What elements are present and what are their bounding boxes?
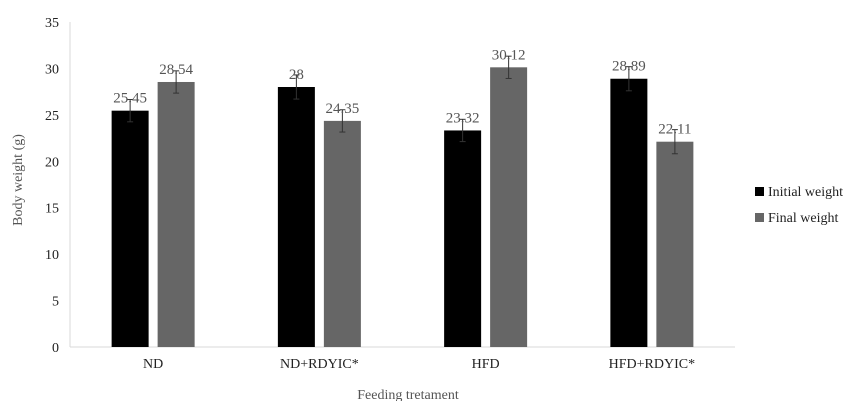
- x-axis: ND ND+RDYIC* HFD HFD+RDYIC*: [70, 346, 735, 372]
- data-label: 22.11: [658, 122, 691, 138]
- bar-final-0: [157, 81, 195, 347]
- error-bar: [339, 109, 346, 133]
- y-tick-label: 25: [45, 109, 59, 124]
- data-label: 24.35: [326, 101, 360, 117]
- x-tick-label: HFD: [472, 357, 500, 372]
- bar-initial-2: [444, 130, 482, 347]
- legend-label: Initial weight: [768, 185, 843, 200]
- data-label: 28.54: [159, 62, 193, 78]
- data-labels: 25.45 28.54 28 24.35 23.32 30.12 28.89 22.11: [113, 47, 691, 137]
- x-axis-title: Feeding tretament: [357, 388, 459, 401]
- bar-final-3: [656, 141, 694, 347]
- data-label: 23.32: [446, 110, 480, 126]
- x-tick-label: HFD+RDYIC*: [609, 357, 695, 372]
- data-label: 30.12: [492, 47, 526, 63]
- data-label: 28.89: [612, 59, 646, 75]
- y-tick-label: 10: [45, 248, 59, 263]
- bar-initial-3: [610, 78, 648, 347]
- error-bar: [505, 55, 512, 79]
- y-tick-label: 15: [45, 202, 59, 217]
- y-tick-label: 5: [52, 295, 59, 310]
- error-bar: [625, 66, 632, 92]
- bar-final-1: [323, 120, 361, 348]
- bar-initial-0: [111, 110, 149, 347]
- y-tick-label: 20: [45, 155, 59, 170]
- data-label: 28: [289, 67, 304, 83]
- error-bar: [127, 99, 134, 123]
- data-label: 25.45: [113, 91, 147, 107]
- error-bar: [293, 74, 300, 100]
- legend-swatch: [755, 213, 764, 222]
- error-bar: [671, 129, 678, 155]
- legend-swatch: [755, 187, 764, 196]
- y-axis-title: Body weight (g): [11, 134, 26, 226]
- y-axis: 0 5 10 15 20 25 30 35: [45, 16, 71, 356]
- bars: [111, 55, 694, 348]
- legend-item: Initial weight: [755, 185, 843, 200]
- error-bar: [173, 70, 180, 94]
- x-tick-label: ND+RDYIC*: [280, 357, 359, 372]
- x-tick-label: ND: [143, 357, 163, 372]
- y-tick-label: 30: [45, 62, 59, 77]
- y-tick-label: 35: [45, 16, 59, 31]
- bar-final-2: [490, 67, 528, 348]
- error-bar: [459, 118, 466, 143]
- y-tick-label: 0: [52, 341, 59, 356]
- legend-label: Final weight: [768, 211, 838, 226]
- legend-item: Final weight: [755, 211, 838, 226]
- legend: Initial weight Final weight: [755, 185, 843, 226]
- bar-initial-1: [277, 87, 315, 347]
